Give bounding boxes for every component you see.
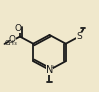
Text: O: O [9, 35, 16, 44]
Text: CH₃: CH₃ [5, 40, 18, 46]
Text: +: + [50, 65, 55, 70]
Text: S: S [76, 32, 82, 41]
Text: O: O [14, 24, 21, 33]
Text: N: N [46, 65, 53, 75]
